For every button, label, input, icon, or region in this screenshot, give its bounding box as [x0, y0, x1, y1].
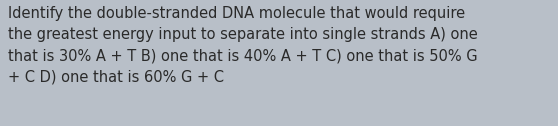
- Text: Identify the double-stranded DNA molecule that would require
the greatest energy: Identify the double-stranded DNA molecul…: [8, 6, 478, 84]
